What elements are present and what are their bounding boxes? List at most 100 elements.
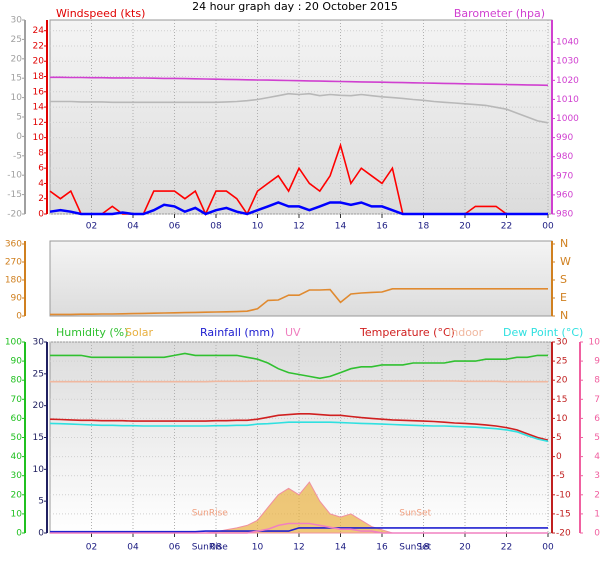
series-line xyxy=(49,412,549,441)
y-tick-label: 0 xyxy=(16,132,22,142)
y-tick-label: 30 xyxy=(11,16,23,26)
x-tick-label: 22 xyxy=(501,543,512,553)
y-tick-label: 9 xyxy=(594,357,600,367)
x-tick-label: 14 xyxy=(335,222,347,232)
y-tick-label: 15 xyxy=(556,395,567,405)
x-tick-label: 10 xyxy=(252,543,264,553)
y-tick-label: 14 xyxy=(33,103,45,113)
y-tick-label: -20 xyxy=(556,529,571,539)
x-tick-label: 02 xyxy=(86,543,97,553)
x-tick-label: 00 xyxy=(542,543,554,553)
y-tick-label: W xyxy=(560,255,571,268)
y-tick-label: 1000 xyxy=(556,114,579,124)
y-tick-label: -15 xyxy=(7,190,22,200)
y-tick-label: 1030 xyxy=(556,57,579,67)
series-line xyxy=(49,201,548,216)
x-tick-label: 08 xyxy=(210,222,222,232)
y-tick-label: 10 xyxy=(11,93,23,103)
y-tick-label: 0 xyxy=(556,452,562,462)
y-tick-label: 22 xyxy=(33,41,44,51)
legend-label: Solar xyxy=(125,326,154,339)
y-tick-label: 970 xyxy=(556,171,573,181)
legend-label: Humidity (%) xyxy=(56,326,128,339)
y-tick-label: 20 xyxy=(33,57,45,67)
annotation-axis: SunRise xyxy=(192,543,229,553)
y-tick-label: 5 xyxy=(556,433,562,443)
y-tick-label: 0 xyxy=(16,529,22,539)
y-tick-label: 1010 xyxy=(556,95,579,105)
y-tick-label: 15 xyxy=(11,74,22,84)
y-tick-label: 50 xyxy=(11,433,23,443)
x-tick-label: 12 xyxy=(293,222,304,232)
series-line xyxy=(50,92,549,124)
y-tick-label: 20 xyxy=(11,490,23,500)
y-tick-label: 270 xyxy=(5,258,22,268)
y-tick-label: 5 xyxy=(594,433,600,443)
x-tick-label: 16 xyxy=(376,543,388,553)
y-tick-label: 1 xyxy=(594,509,600,519)
y-tick-label: 10 xyxy=(11,509,23,519)
legend-label: Temperature (°C) xyxy=(359,326,455,339)
x-tick-label: 02 xyxy=(86,222,97,232)
x-tick-label: 06 xyxy=(169,543,181,553)
annotation: SunRise xyxy=(192,509,229,519)
y-tick-label: 4 xyxy=(38,179,44,189)
y-tick-label: 1040 xyxy=(556,38,579,48)
y-tick-label: -10 xyxy=(556,490,571,500)
series-line xyxy=(49,421,549,443)
series-line xyxy=(50,527,548,533)
series-line xyxy=(50,287,548,316)
y-tick-label: 10 xyxy=(589,338,601,348)
annotation: SunSet xyxy=(399,509,431,519)
y-tick-label: 990 xyxy=(556,133,573,143)
x-tick-label: 12 xyxy=(293,543,304,553)
x-tick-label: 08 xyxy=(210,543,222,553)
y-tick-label: 20 xyxy=(11,54,23,64)
y-tick-label: 90 xyxy=(11,294,23,304)
plot-area xyxy=(49,240,553,317)
y-tick-label: -15 xyxy=(556,509,571,519)
y-tick-label: 360 xyxy=(5,240,22,250)
y-tick-label: 5 xyxy=(16,113,22,123)
y-tick-label: 30 xyxy=(11,471,23,481)
y-tick-label: 980 xyxy=(556,152,573,162)
y-tick-label: -20 xyxy=(7,210,22,220)
y-tick-label: N xyxy=(560,237,568,250)
y-tick-label: 60 xyxy=(11,414,23,424)
y-tick-label: 8 xyxy=(594,376,600,386)
x-tick-label: 20 xyxy=(459,543,471,553)
y-tick-label: E xyxy=(560,291,567,304)
y-tick-label: S xyxy=(560,273,567,286)
y-tick-label: N xyxy=(560,309,568,322)
y-tick-label: 980 xyxy=(556,210,573,220)
y-tick-label: 16 xyxy=(33,87,45,97)
annotation-axis: SunSet xyxy=(399,543,431,553)
chart-title: 24 hour graph day : 20 October 2015 xyxy=(192,0,398,13)
y-tick-label: -10 xyxy=(7,171,22,181)
y-tick-label: 3 xyxy=(594,471,600,481)
y-tick-label: 20 xyxy=(556,376,568,386)
legend-label: UV xyxy=(285,326,301,339)
y-tick-label: 25 xyxy=(33,369,44,379)
y-tick-label: 20 xyxy=(33,401,45,411)
y-tick-label: 0 xyxy=(16,312,22,322)
y-tick-label: 80 xyxy=(11,376,23,386)
y-tick-label: 6 xyxy=(38,164,44,174)
y-tick-label: 0 xyxy=(38,210,44,220)
x-tick-label: 18 xyxy=(418,543,430,553)
y-tick-label: 10 xyxy=(556,414,568,424)
y-tick-label: 960 xyxy=(556,190,573,200)
y-tick-label: 30 xyxy=(556,338,568,348)
y-tick-label: 15 xyxy=(33,433,44,443)
y-tick-label: 40 xyxy=(11,452,23,462)
y-tick-label: 70 xyxy=(11,395,23,405)
y-tick-label: 12 xyxy=(33,118,44,128)
x-tick-label: 00 xyxy=(542,222,554,232)
y-tick-label: 180 xyxy=(5,276,22,286)
y-tick-label: 25 xyxy=(556,357,567,367)
y-tick-label: 100 xyxy=(5,338,22,348)
y-tick-label: 6 xyxy=(594,414,600,424)
y-tick-label: 8 xyxy=(38,148,44,158)
y-tick-label: 0 xyxy=(594,529,600,539)
x-tick-label: 14 xyxy=(335,543,347,553)
